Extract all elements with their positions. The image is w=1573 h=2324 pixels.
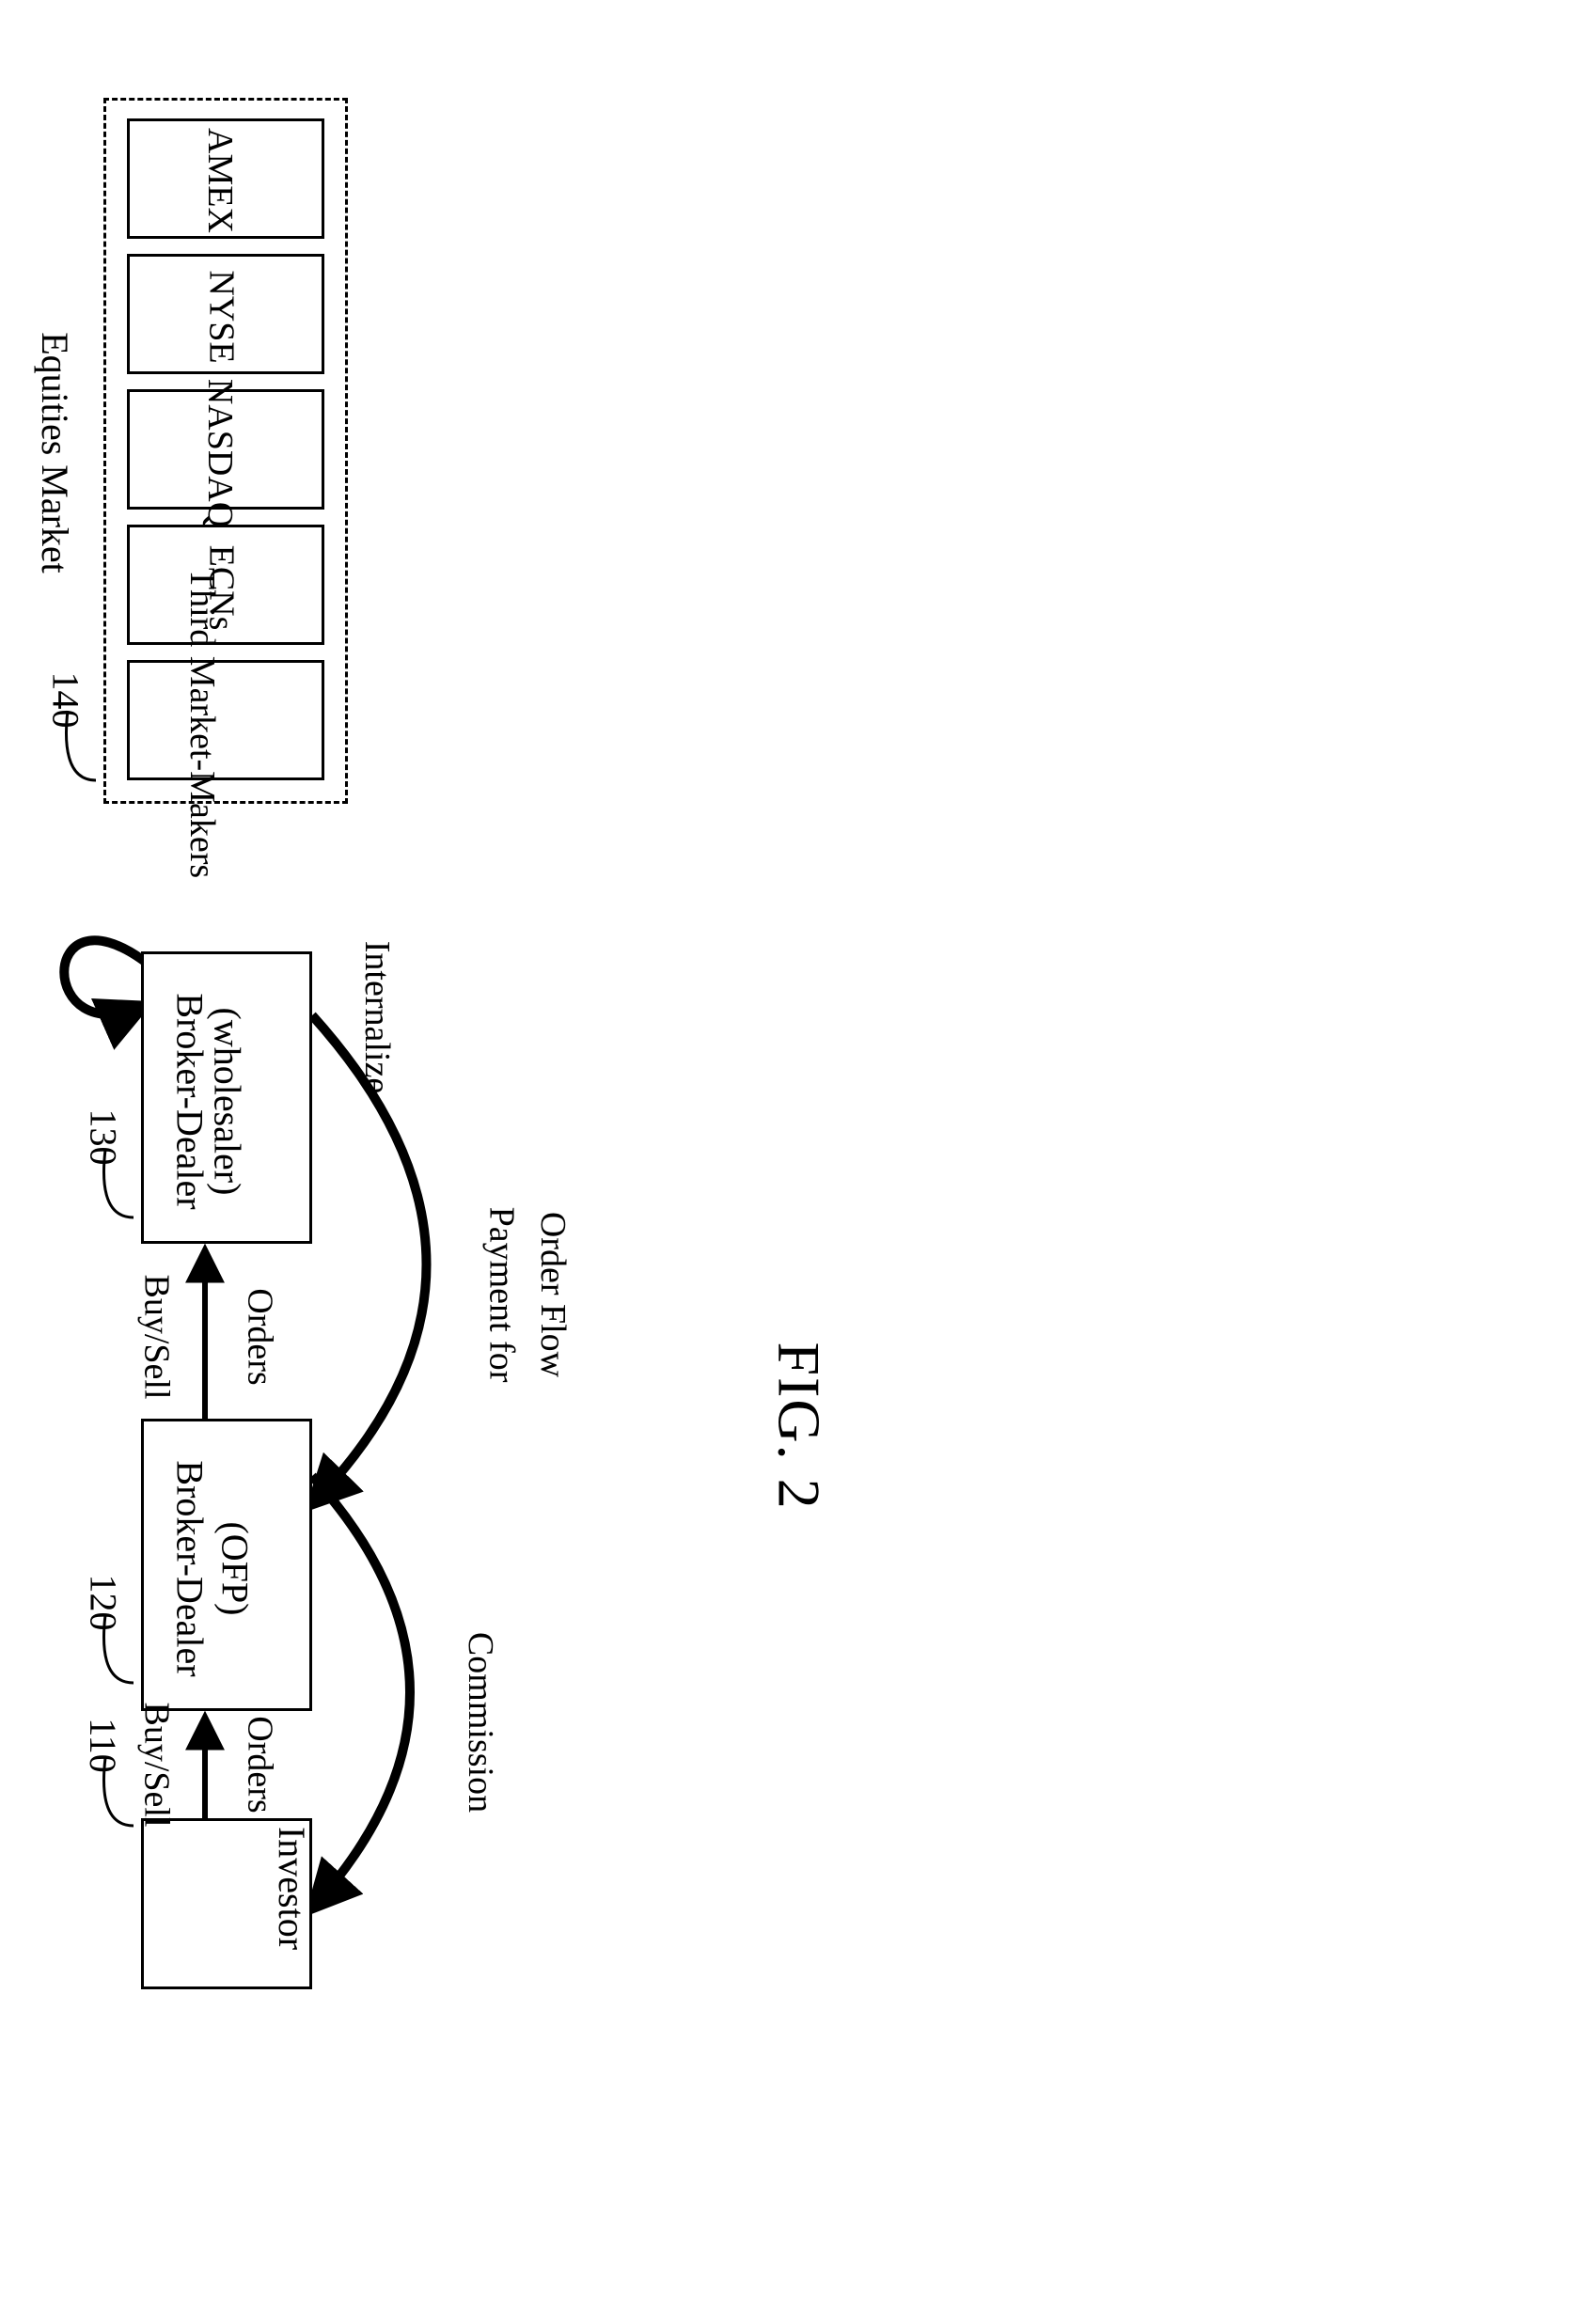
- broker-wholesaler-label-2: (wholesaler): [205, 1008, 249, 1196]
- edge-label-buysell-2: Buy/Sell: [136, 1274, 178, 1399]
- edge-label-payment-1: Payment for: [480, 1207, 522, 1383]
- edge-label-orders-1: Orders: [240, 1716, 281, 1813]
- edge-label-orders-2: Orders: [240, 1288, 281, 1385]
- broker-ofp-label-2: (OFP): [213, 1521, 258, 1615]
- edge-label-buysell-1: Buy/Sell: [136, 1702, 178, 1827]
- edge-label-payment-2: Order Flow: [532, 1212, 574, 1377]
- edge-label-commission: Commission: [460, 1632, 501, 1813]
- market-item-label-2: NASDAQ: [199, 379, 241, 527]
- edge-label-internalize: Internalize: [356, 941, 398, 1093]
- market-item-label-1: NYSE: [201, 270, 243, 363]
- arrow-commission: [312, 1476, 410, 1908]
- market-item-label-0: AMEX: [199, 128, 241, 233]
- figure-label: FIG. 2: [764, 1342, 834, 1510]
- ref-130: 130: [82, 1109, 126, 1166]
- investor-label: Investor: [270, 1827, 314, 1950]
- market-item-label-4: Third Market-Makers: [181, 568, 223, 878]
- ref-110: 110: [81, 1718, 125, 1773]
- market-item-box-4: [127, 660, 324, 780]
- arrow-internalize: [64, 940, 144, 1014]
- ref-120: 120: [82, 1575, 126, 1631]
- page: Investor Broker-Dealer (OFP) Broker-Deal…: [0, 0, 1573, 2324]
- ref-140: 140: [44, 672, 88, 729]
- broker-ofp-label-1: Broker-Dealer: [168, 1460, 212, 1676]
- equities-market-title: Equities Market: [33, 332, 77, 573]
